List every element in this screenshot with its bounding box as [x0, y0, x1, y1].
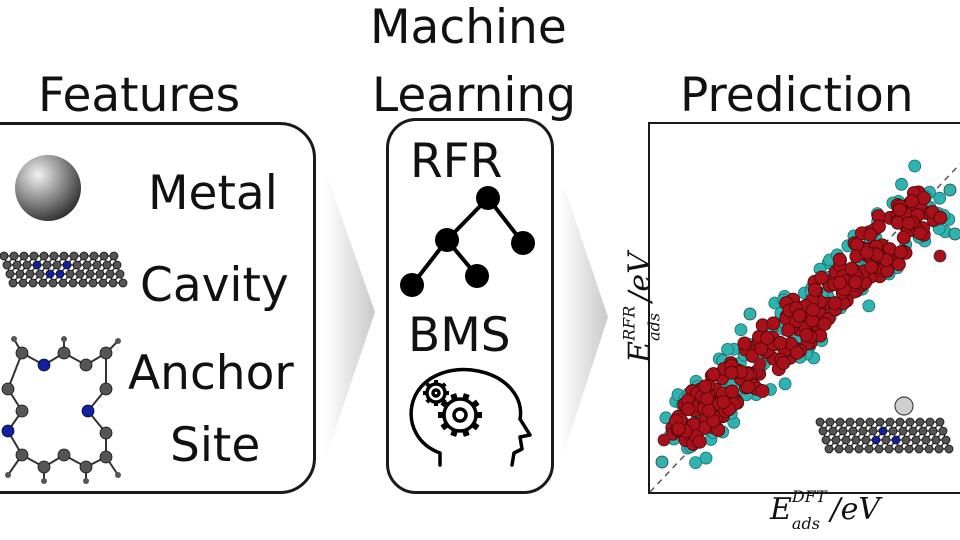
- x-axis-label-sup: DFT: [791, 487, 827, 506]
- anchor-site-icon: [1, 336, 121, 484]
- rfr-point: [933, 210, 948, 225]
- bms-point: [778, 377, 792, 391]
- y-axis-label-sub: ads: [644, 312, 664, 341]
- rfr-point: [814, 270, 829, 285]
- bms-point: [948, 227, 960, 241]
- feature-metal-label: Metal: [148, 166, 278, 221]
- rfr-point: [863, 227, 878, 242]
- feature-anchor-label: Anchor: [128, 346, 294, 401]
- bms-point: [933, 191, 947, 205]
- rfr-point: [671, 422, 686, 436]
- rfr-point: [892, 257, 906, 272]
- rfr-point: [864, 260, 879, 275]
- rfr-point: [701, 403, 716, 418]
- inset-graphene-sheet: [815, 417, 954, 454]
- rfr-point: [776, 356, 791, 370]
- rfr-point: [700, 391, 714, 406]
- rfr-point: [760, 331, 774, 345]
- rfr-point: [832, 252, 847, 267]
- ml-heading-line2: Learning: [372, 68, 577, 123]
- x-axis-label-main: E: [770, 492, 792, 527]
- rfr-point: [859, 245, 874, 260]
- rfr-point: [754, 341, 769, 356]
- rfr-point: [781, 323, 796, 337]
- ml-heading-line1: Machine: [370, 0, 567, 55]
- rfr-point: [681, 402, 695, 417]
- ml-rfr-label: RFR: [410, 134, 503, 189]
- bms-point: [743, 307, 757, 321]
- single-atom-graphene-icon: [815, 396, 954, 454]
- y-axis-label-unit: /eV: [622, 252, 658, 302]
- metal-sphere-icon: [15, 155, 81, 221]
- y-axis-label-sup: RFR: [619, 305, 639, 341]
- rfr-point: [692, 434, 707, 449]
- rfr-point: [716, 395, 731, 410]
- bms-point: [895, 177, 908, 191]
- rfr-point: [893, 245, 908, 260]
- bms-point: [689, 456, 702, 470]
- rfr-point: [848, 275, 863, 290]
- rfr-point: [753, 357, 767, 371]
- flow-arrow-2: [560, 175, 608, 465]
- rfr-point: [657, 433, 671, 447]
- cavity-graphene-sheet: [0, 251, 128, 288]
- rfr-point: [933, 249, 947, 263]
- rfr-point: [806, 302, 820, 317]
- feature-site-label: Site: [170, 418, 261, 473]
- rfr-point: [832, 275, 847, 290]
- rfr-point: [792, 308, 807, 323]
- decision-tree-icon: [400, 186, 535, 297]
- rfr-point: [913, 226, 927, 241]
- rfr-point: [725, 384, 739, 399]
- rfr-point: [904, 194, 919, 209]
- parity-plot: [649, 159, 960, 493]
- rfr-point: [724, 365, 739, 380]
- rfr-point: [872, 219, 886, 234]
- y-axis-label-main: E: [622, 340, 658, 363]
- x-axis-label-sub: ads: [791, 514, 820, 533]
- bms-point: [721, 342, 734, 356]
- rfr-point: [698, 379, 713, 394]
- gear-head-icon: [409, 367, 532, 467]
- x-axis-label-unit: /eV: [830, 492, 881, 527]
- rfr-point: [799, 328, 814, 342]
- features-heading: Features: [38, 68, 241, 123]
- rfr-point: [901, 216, 916, 231]
- prediction-heading: Prediction: [680, 68, 914, 123]
- x-axis-label: EDFT ads/eV: [770, 487, 881, 533]
- rfr-point: [817, 317, 832, 331]
- rfr-point: [896, 230, 911, 245]
- rfr-point: [773, 336, 788, 350]
- rfr-point: [790, 345, 805, 360]
- rfr-point: [844, 261, 859, 276]
- bms-point: [862, 299, 876, 313]
- bms-point: [943, 183, 957, 197]
- bms-point: [734, 323, 748, 337]
- rfr-point: [766, 316, 781, 331]
- anchor-ring: [1, 336, 121, 484]
- graphene-cavity-icon: [0, 251, 128, 288]
- rfr-point: [755, 384, 770, 398]
- feature-cavity-label: Cavity: [140, 258, 289, 313]
- rfr-point: [807, 282, 822, 297]
- y-axis-label: ERFR ads/eV: [619, 208, 664, 408]
- bms-point: [655, 455, 669, 469]
- inset-metal-atom: [894, 396, 914, 416]
- rfr-point: [737, 336, 752, 351]
- rfr-point: [916, 191, 931, 206]
- flow-arrow-1: [325, 170, 375, 460]
- bms-point: [908, 159, 922, 173]
- ml-bms-label: BMS: [408, 308, 511, 363]
- rfr-point: [892, 202, 907, 217]
- rfr-point: [828, 296, 842, 311]
- rfr-point: [741, 380, 755, 394]
- rfr-point: [745, 349, 760, 363]
- rfr-point: [706, 367, 721, 381]
